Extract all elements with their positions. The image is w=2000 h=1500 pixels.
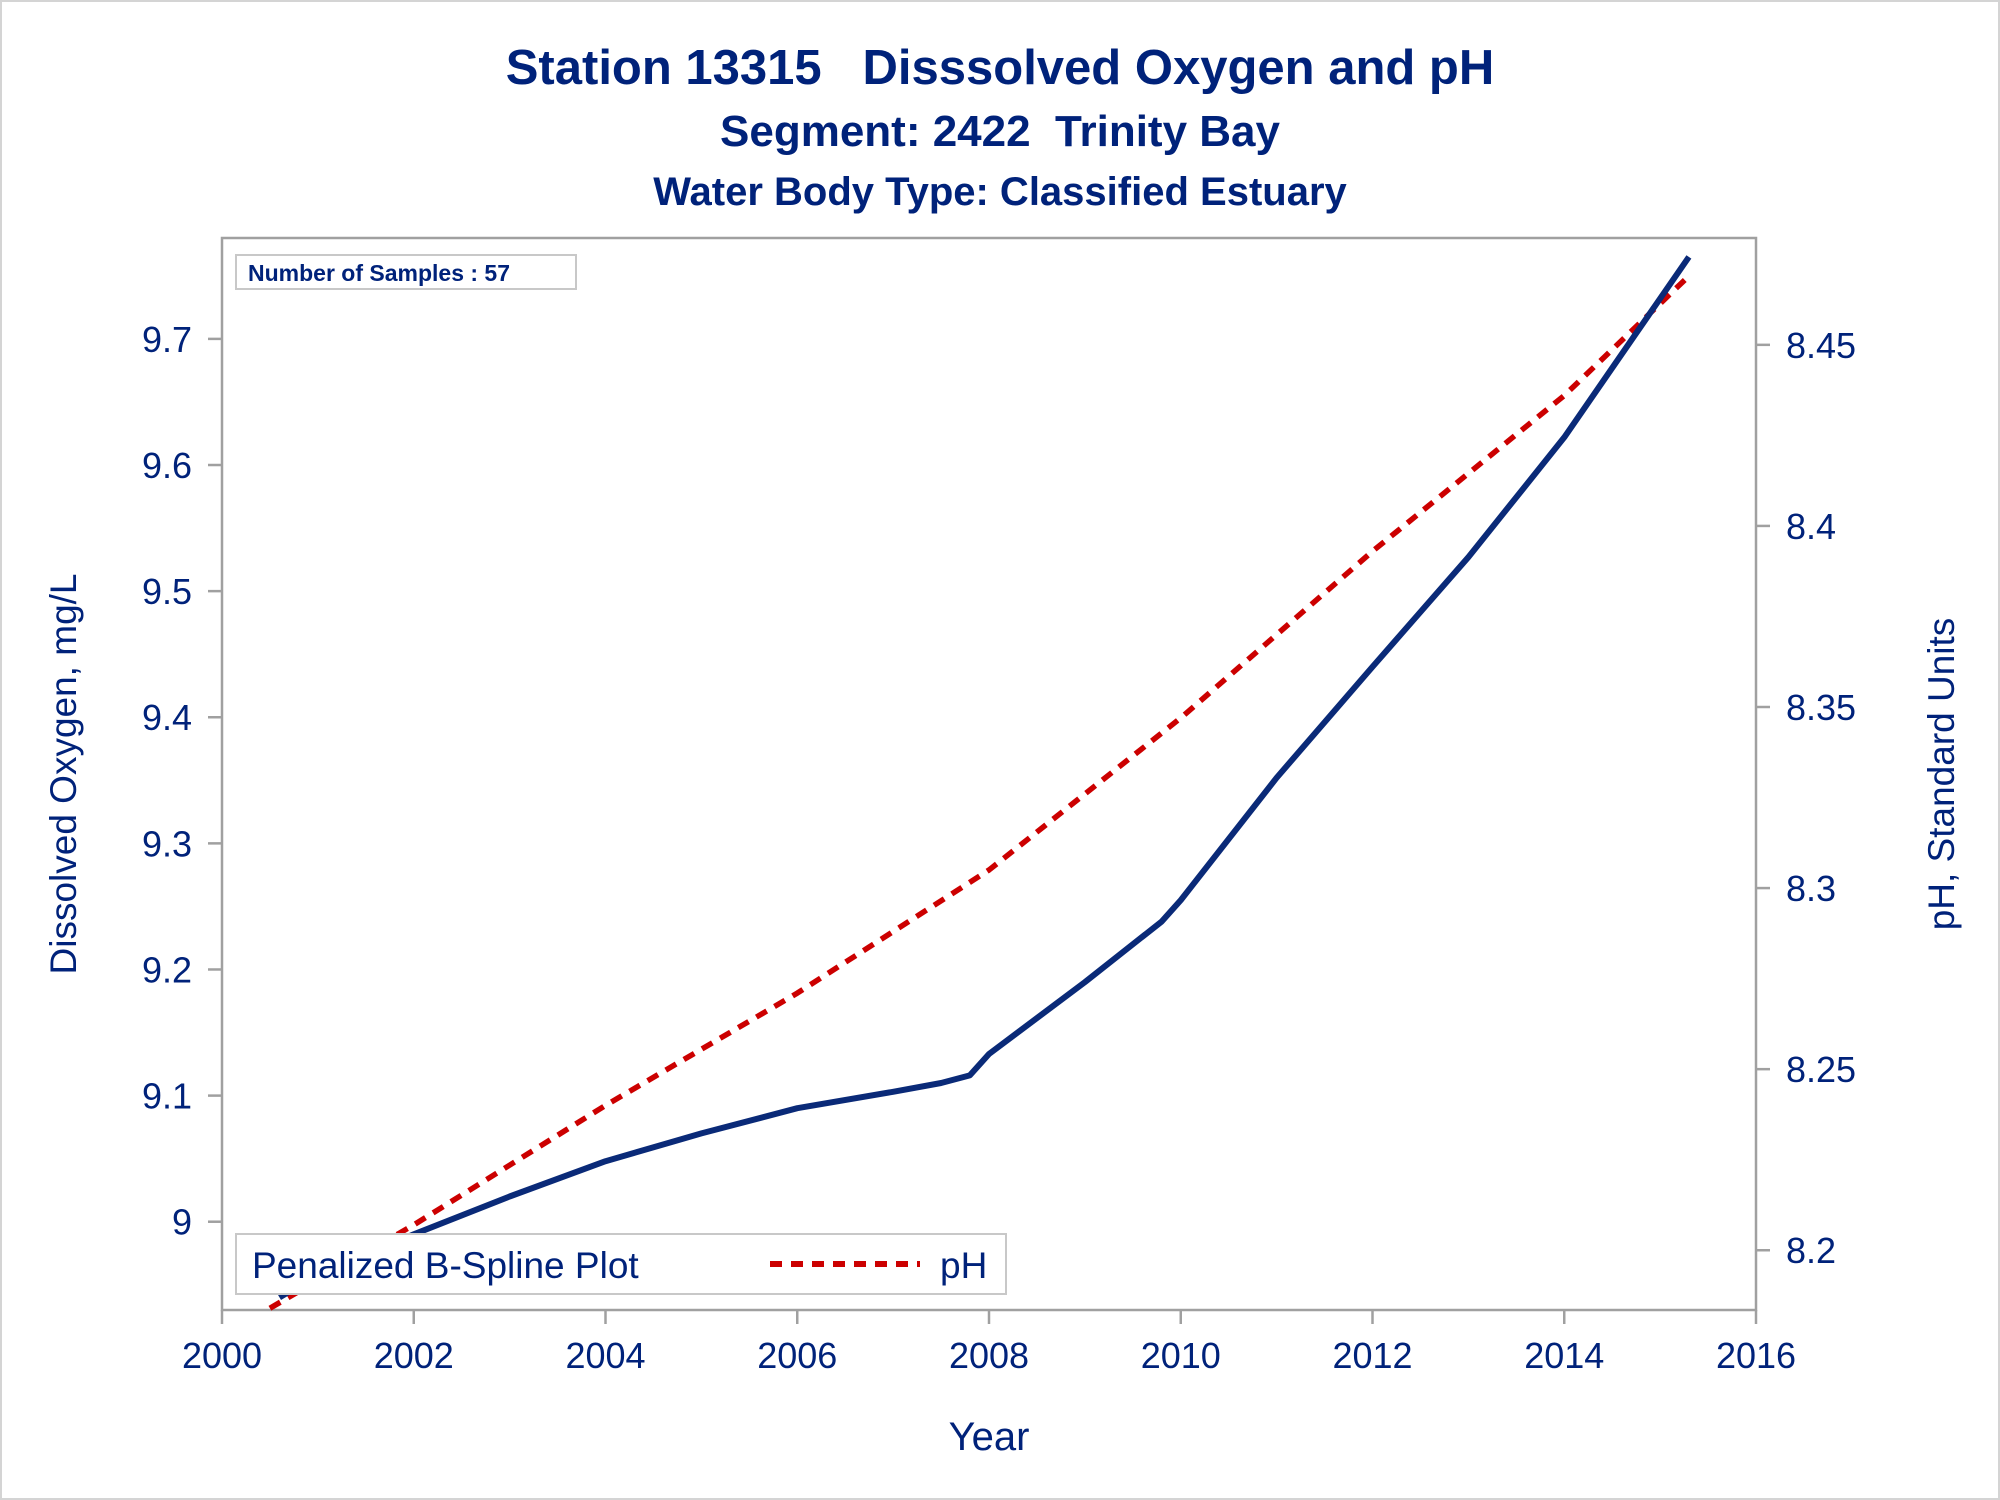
y-tick-label: 9.3 — [142, 823, 192, 864]
chart-subtitle-water-body: Water Body Type: Classified Estuary — [653, 170, 1347, 214]
y-tick-label: 9.2 — [142, 949, 192, 990]
x-tick-label: 2004 — [565, 1335, 645, 1376]
x-tick-label: 2008 — [949, 1335, 1029, 1376]
samples-inset: Number of Samples : 57 — [235, 254, 577, 290]
x-tick-label: 2012 — [1332, 1335, 1412, 1376]
legend-label-spline: Penalized B-Spline Plot — [252, 1245, 639, 1286]
samples-inset-box — [235, 254, 577, 290]
x-tick-label: 2010 — [1141, 1335, 1221, 1376]
y2-tick-label: 8.3 — [1786, 868, 1836, 909]
x-axis: 2000 2002 2004 2006 2008 2010 2012 2014 2016 — [182, 1310, 1796, 1376]
y2-tick-label: 8.35 — [1786, 687, 1856, 728]
y2-tick-label: 8.45 — [1786, 325, 1856, 366]
y2-axis: 8.2 8.25 8.3 8.35 8.4 8.45 — [1756, 325, 1856, 1271]
x-axis-label: Year — [949, 1415, 1030, 1459]
series-line-ph — [268, 274, 1691, 1311]
series-layer — [268, 255, 1692, 1311]
samples-inset-label: Number of Samples : 57 — [248, 260, 510, 286]
x-tick-label: 2014 — [1524, 1335, 1604, 1376]
y-tick-label: 9.5 — [142, 571, 192, 612]
y2-tick-label: 8.4 — [1786, 506, 1836, 547]
y2-tick-label: 8.25 — [1786, 1049, 1856, 1090]
chart-subtitle-segment: Segment: 2422 Trinity Bay — [720, 107, 1280, 156]
y-tick-label: 9.7 — [142, 319, 192, 360]
y-tick-label: 9.6 — [142, 445, 192, 486]
legend-label-ph: pH — [940, 1245, 987, 1286]
y-tick-label: 9.1 — [142, 1076, 192, 1117]
x-tick-label: 2016 — [1716, 1335, 1796, 1376]
x-tick-label: 2006 — [757, 1335, 837, 1376]
y-axis: 9 9.1 9.2 9.3 9.4 9.5 9.6 9.7 — [142, 319, 222, 1243]
y-tick-label: 9.4 — [142, 697, 192, 738]
series-line-dissolved-oxygen — [277, 255, 1692, 1300]
x-tick-label: 2002 — [374, 1335, 454, 1376]
chart-title: Station 13315 Disssolved Oxygen and pH — [505, 41, 1495, 95]
y2-axis-label: pH, Standard Units — [1921, 618, 1962, 931]
x-tick-label: 2000 — [182, 1335, 262, 1376]
y-axis-label: Dissolved Oxygen, mg/L — [43, 573, 84, 974]
plot-area — [220, 236, 1758, 1312]
legend: Penalized B-Spline Plot pH — [235, 1233, 1007, 1295]
y-tick-label: 9 — [172, 1202, 192, 1243]
y2-tick-label: 8.2 — [1786, 1230, 1836, 1271]
